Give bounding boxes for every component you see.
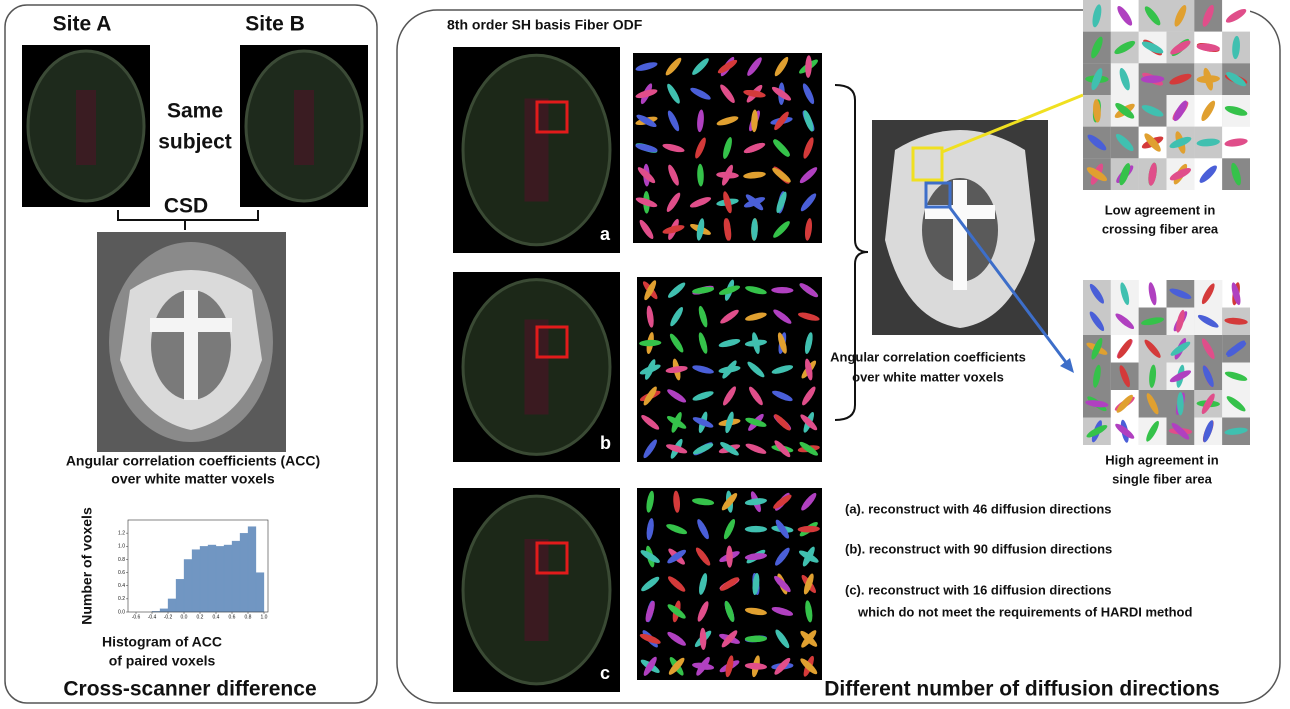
- histogram-bar: [184, 559, 192, 612]
- histogram-bar: [176, 579, 184, 612]
- x-tick-label: 1.0: [261, 614, 268, 620]
- acc-caption: over white matter voxels: [111, 471, 275, 487]
- low-agreement: crossing fiber area: [1102, 221, 1219, 236]
- x-tick-label: 0.2: [197, 614, 204, 620]
- acc-caption: Angular correlation coefficients: [830, 349, 1026, 364]
- odf-glyph: [1177, 392, 1184, 415]
- panel-label: b: [600, 433, 611, 453]
- histogram-bar: [256, 573, 264, 612]
- csd-label: CSD: [164, 195, 208, 218]
- histogram-bar: [168, 599, 176, 612]
- acc-caption: Angular correlation coefficients (ACC): [66, 453, 320, 469]
- brain-image: b: [453, 272, 620, 462]
- odf-grid: [637, 277, 822, 462]
- y-tick-label: 0.4: [118, 583, 125, 589]
- low-agreement: Low agreement in: [1105, 202, 1216, 217]
- y-tick-label: 0.0: [118, 609, 125, 615]
- brain-site-b: [240, 45, 368, 207]
- x-tick-label: 0.0: [181, 614, 188, 620]
- y-tick-label: 1.2: [118, 530, 125, 536]
- left-footer: Cross-scanner difference: [63, 678, 316, 701]
- high-agreement: single fiber area: [1112, 471, 1212, 486]
- histogram-caption: of paired voxels: [109, 653, 216, 669]
- x-tick-label: -0.2: [164, 614, 173, 620]
- same-subject: subject: [158, 131, 232, 154]
- site-a-label: Site A: [53, 13, 112, 36]
- x-tick-label: 0.6: [229, 614, 236, 620]
- figure: Site A Site B Same subject CSD Angular c…: [0, 0, 1290, 709]
- histogram-bar: [216, 546, 224, 612]
- right-title: 8th order SH basis Fiber ODF: [447, 17, 643, 33]
- histogram-bar: [240, 533, 248, 612]
- odf-grid: [1083, 0, 1250, 190]
- brain-image: c: [453, 488, 620, 692]
- right-footer: Different number of diffusion directions: [824, 678, 1220, 701]
- x-tick-label: 0.4: [213, 614, 220, 620]
- x-tick-label: -0.4: [148, 614, 157, 620]
- y-tick-label: 1.0: [118, 544, 125, 550]
- panel-label: c: [600, 663, 610, 683]
- histogram-caption: Histogram of ACC: [102, 634, 222, 650]
- histogram-bar: [192, 550, 200, 612]
- histogram: -0.6 -0.4 -0.2 0.0 0.2 0.4 0.6 0.8 1.0 0.0 0.2 0.4 0…: [118, 512, 276, 620]
- note: (b). reconstruct with 90 diffusion direc…: [845, 541, 1112, 556]
- note: (c). reconstruct with 16 diffusion direc…: [845, 582, 1112, 597]
- note: (a). reconstruct with 46 diffusion direc…: [845, 501, 1112, 516]
- brain-image: a: [453, 47, 620, 253]
- high-agreement: High agreement in: [1105, 452, 1218, 467]
- histogram-y-label: Number of voxels: [79, 507, 95, 625]
- acc-caption: over white matter voxels: [852, 369, 1004, 384]
- histogram-bar: [248, 527, 256, 612]
- odf-grid: [1083, 280, 1250, 445]
- odf-grid: [633, 53, 822, 243]
- y-tick-label: 0.8: [118, 557, 125, 563]
- same-subject: Same: [167, 100, 223, 123]
- odf-grid: [637, 488, 822, 680]
- odf-glyph: [745, 526, 767, 533]
- histogram-bar: [232, 541, 240, 612]
- y-tick-label: 0.2: [118, 596, 125, 602]
- brain-site-a: [22, 45, 150, 207]
- acc-map: [97, 232, 286, 452]
- panel-label: a: [600, 224, 611, 244]
- note: which do not meet the requirements of HA…: [857, 604, 1192, 619]
- histogram-bar: [208, 545, 216, 612]
- x-tick-label: 0.8: [245, 614, 252, 620]
- y-tick-label: 0.6: [118, 570, 125, 576]
- histogram-bar: [160, 609, 168, 612]
- histogram-bar: [224, 545, 232, 612]
- histogram-bar: [200, 546, 208, 612]
- site-b-label: Site B: [245, 13, 305, 36]
- x-tick-label: -0.6: [132, 614, 141, 620]
